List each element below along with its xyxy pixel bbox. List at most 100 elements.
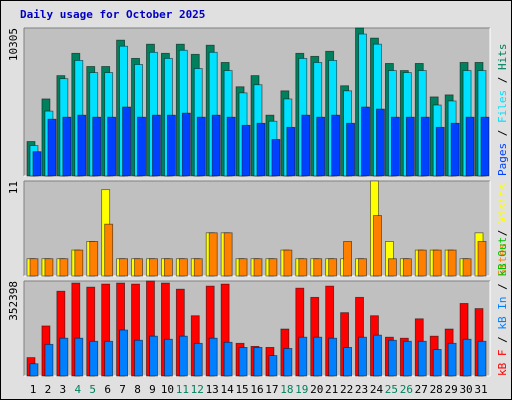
x-tick-label: 11 bbox=[176, 383, 189, 396]
legend-separator: / bbox=[496, 223, 509, 243]
bar bbox=[301, 114, 311, 177]
chart-title: Daily usage for October 2025 bbox=[20, 8, 205, 21]
bar bbox=[387, 339, 397, 377]
bar bbox=[447, 249, 457, 277]
x-tick-label: 3 bbox=[60, 383, 67, 396]
x-tick-label: 1 bbox=[30, 383, 37, 396]
bar bbox=[376, 108, 385, 177]
x-tick-label: 25 bbox=[385, 383, 398, 396]
bar bbox=[163, 338, 173, 377]
bar bbox=[44, 343, 54, 377]
bar bbox=[89, 241, 99, 277]
x-tick-label: 18 bbox=[280, 383, 293, 396]
x-tick-label: 22 bbox=[340, 383, 353, 396]
x-tick-label: 31 bbox=[474, 383, 487, 396]
bar bbox=[373, 215, 382, 277]
legend-separator: / bbox=[496, 277, 509, 297]
bar bbox=[417, 340, 427, 377]
legend-entry: Hits bbox=[496, 44, 509, 71]
bar bbox=[59, 337, 69, 377]
bar bbox=[316, 116, 326, 177]
bar bbox=[166, 114, 176, 177]
bar bbox=[405, 116, 415, 177]
x-tick-label: 9 bbox=[149, 383, 156, 396]
x-tick-label: 10 bbox=[161, 383, 174, 396]
x-tick-label: 17 bbox=[265, 383, 278, 396]
bar bbox=[223, 232, 233, 277]
x-tick-label: 13 bbox=[206, 383, 219, 396]
bar bbox=[178, 258, 188, 277]
bar bbox=[74, 337, 84, 377]
bar bbox=[77, 114, 87, 177]
x-tick-label: 23 bbox=[355, 383, 368, 396]
bar bbox=[134, 339, 143, 377]
bar bbox=[211, 114, 221, 177]
bar bbox=[253, 346, 263, 377]
bar bbox=[134, 258, 143, 277]
bar bbox=[59, 258, 69, 277]
y-tick-label: 11 bbox=[7, 181, 20, 194]
bar bbox=[480, 116, 490, 177]
legend-entry: kB F bbox=[496, 350, 509, 377]
x-tick-label: 30 bbox=[459, 383, 472, 396]
bar bbox=[402, 258, 412, 277]
bar bbox=[181, 112, 191, 177]
y-tick-label: 352398 bbox=[7, 281, 20, 321]
bar bbox=[432, 249, 442, 277]
x-tick-label: 6 bbox=[104, 383, 111, 396]
bar bbox=[298, 336, 308, 377]
x-tick-label: 7 bbox=[119, 383, 126, 396]
legend-separator: / bbox=[496, 70, 509, 90]
legend-entry: Visits bbox=[496, 183, 509, 223]
bar bbox=[256, 122, 266, 177]
x-tick-label: 24 bbox=[370, 383, 384, 396]
x-tick-label: 26 bbox=[400, 383, 413, 396]
bar bbox=[462, 258, 472, 277]
bar bbox=[193, 258, 203, 277]
bar bbox=[163, 258, 173, 277]
bar bbox=[286, 126, 296, 177]
y-tick-label: 10305 bbox=[7, 28, 20, 61]
bar bbox=[313, 258, 323, 277]
bar bbox=[193, 342, 203, 377]
legend-entry: Files bbox=[496, 90, 509, 123]
bar bbox=[208, 337, 218, 377]
bar bbox=[450, 122, 460, 177]
bar bbox=[92, 116, 102, 177]
bar bbox=[62, 116, 72, 177]
bar bbox=[432, 349, 442, 377]
bar bbox=[373, 334, 382, 377]
bar bbox=[328, 258, 338, 277]
legend-separator: / bbox=[496, 123, 509, 143]
bar bbox=[417, 249, 427, 277]
bar bbox=[358, 336, 367, 377]
bar bbox=[361, 106, 370, 177]
bar bbox=[313, 336, 323, 377]
legend: Sites / Visits bbox=[496, 183, 509, 276]
bar bbox=[32, 151, 42, 177]
bar bbox=[119, 329, 128, 377]
bar bbox=[47, 118, 57, 177]
x-tick-label: 14 bbox=[221, 383, 235, 396]
bar bbox=[104, 223, 114, 277]
bar bbox=[226, 116, 236, 177]
bar bbox=[122, 106, 131, 177]
x-tick-label: 21 bbox=[325, 383, 338, 396]
bar bbox=[343, 241, 353, 277]
bar bbox=[477, 241, 487, 277]
bar bbox=[435, 126, 445, 177]
x-tick-label: 28 bbox=[430, 383, 443, 396]
legend: Pages / Files / Hits bbox=[496, 44, 509, 177]
x-tick-label: 4 bbox=[74, 383, 81, 396]
bar bbox=[283, 249, 293, 277]
bar bbox=[241, 124, 251, 177]
bar bbox=[178, 335, 188, 377]
bar bbox=[238, 346, 248, 377]
x-tick-label: 20 bbox=[310, 383, 323, 396]
legend-entry: kB In bbox=[496, 297, 509, 330]
legend: kB F / kB In / kB Out bbox=[496, 237, 509, 376]
bar bbox=[149, 335, 158, 377]
bar bbox=[152, 114, 161, 177]
bar bbox=[149, 258, 158, 277]
bar bbox=[44, 258, 54, 277]
